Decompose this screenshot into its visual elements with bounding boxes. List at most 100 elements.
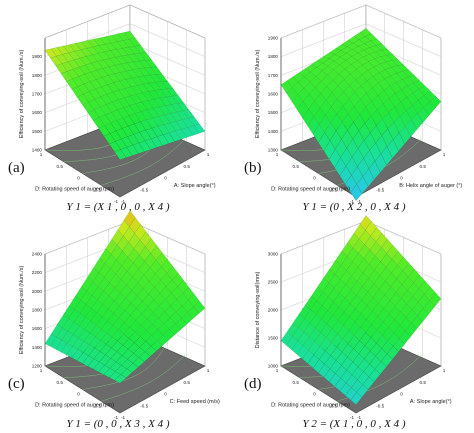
x-axis: -1 -0.5 0 0.5 1 A: Slope angle(°) (357, 368, 452, 420)
y-tick-label: -0.5 (329, 403, 337, 408)
y-tick-label: 1 (276, 368, 279, 373)
y-tick-label: 0 (313, 392, 316, 397)
y-tick-label: 0.5 (57, 380, 64, 385)
panel-label: (c) (8, 376, 25, 392)
y-tick-label: 1 (276, 152, 279, 157)
x-axis-label: A: Slope angle(°) (410, 399, 452, 405)
floor-contour (82, 342, 168, 390)
x-axis-label: C: Feed speed (m/s) (170, 399, 220, 405)
floor-contour (101, 138, 187, 186)
z-tick-label: 1400 (32, 345, 43, 350)
x-tick-label: 0 (400, 392, 403, 397)
z-tick-label: 2200 (32, 270, 43, 275)
x-tick-label: 1 (443, 152, 446, 157)
x-tick-label: -0.5 (140, 403, 148, 408)
surface (44, 30, 206, 160)
z-tick-label: 1600 (268, 92, 279, 97)
y-tick-label: -0.5 (329, 187, 337, 192)
panel-label: (d) (244, 376, 262, 392)
y-axis-label: D: Rotating speed of auger(rpm) (271, 403, 350, 409)
z-tick-label: 2500 (268, 280, 279, 285)
z-tick-label: 1900 (268, 36, 279, 41)
z-tick-label: 1600 (32, 110, 43, 115)
x-tick-label: 0 (164, 392, 167, 397)
surface-facet (114, 149, 127, 160)
z-axis-label: Efficiency of conveying-soil (Num./s) (255, 50, 261, 139)
x-tick-label: -1 (357, 415, 362, 420)
z-axis-label: Efficiency of conveying-soil (Num./s) (19, 50, 25, 139)
surface (280, 28, 442, 201)
y-axis: 1 0.5 0 -0.5 -1 D: Rotating speed of auger(rp… (271, 368, 354, 420)
x-axis: -1 -0.5 0 0.5 1 B: Helix angle of auger (°) (357, 152, 462, 204)
panel-caption: Y 1 = (0 , X 2 , 0 , X 4 ) (302, 201, 405, 213)
x-axis: -1 -0.5 0 0.5 1 A: Slope angle(°) (121, 152, 216, 204)
y-tick-label: 0 (77, 176, 80, 181)
surface-panel: 1000 1500 2000 2500 3000 Distance of conveyin… (244, 215, 452, 430)
y-tick-label: -1 (114, 199, 119, 204)
x-tick-label: -1 (357, 199, 362, 204)
z-axis: 1300 1400 1500 1600 1700 1800 1900 Efficiency o… (255, 36, 282, 153)
z-tick-label: 1500 (32, 129, 43, 134)
y-axis: 1 0.5 0 -0.5 -1 D: Rotating speed of auger(rp… (35, 152, 118, 204)
z-axis-label: Distance of conveying-soil(mm) (255, 271, 261, 348)
z-tick-label: 2000 (32, 289, 43, 294)
z-tick-label: 2400 (32, 252, 43, 257)
y-tick-label: -1 (350, 199, 355, 204)
z-tick-label: 3000 (268, 252, 279, 257)
z-tick-label: 1400 (268, 129, 279, 134)
y-axis-label: D: Rotating speed of auger(rpm) (35, 187, 114, 193)
z-tick-label: 1500 (268, 336, 279, 341)
floor-contour (101, 354, 187, 402)
y-tick-label: -1 (114, 415, 119, 420)
y-tick-label: 1 (40, 152, 43, 157)
x-tick-label: 0 (400, 176, 403, 181)
y-tick-label: 0.5 (57, 164, 64, 169)
x-tick-label: 1 (207, 368, 210, 373)
y-axis-label: D: Rotating speed of auger(rpm) (35, 403, 114, 409)
panel-caption: Y 1 = (0 , 0 , X 3 , X 4 ) (66, 418, 169, 430)
x-axis: -1 -0.5 0 0.5 1 C: Feed speed (m/s) (121, 368, 220, 420)
surface-panel: 1200 1400 1600 1800 2000 2200 2400 Efficiency o… (8, 210, 220, 430)
x-tick-label: -1 (121, 199, 126, 204)
x-axis-label: B: Helix angle of auger (°) (399, 183, 462, 189)
y-axis: 1 0.5 0 -0.5 -1 D: Rotating speed of auger(rp… (35, 368, 118, 420)
y-tick-label: -0.5 (93, 403, 101, 408)
x-tick-label: -0.5 (376, 187, 384, 192)
z-tick-label: 1800 (32, 308, 43, 313)
x-axis-label: A: Slope angle(°) (174, 183, 216, 189)
x-tick-label: 0.5 (420, 380, 427, 385)
x-tick-label: -1 (121, 415, 126, 420)
z-tick-label: 2000 (268, 308, 279, 313)
y-axis-label: D: Rotating speed of auger(rpm) (271, 187, 350, 193)
z-tick-label: 1700 (268, 73, 279, 78)
x-tick-label: 0.5 (184, 164, 191, 169)
z-tick-label: 1800 (32, 73, 43, 78)
panel-caption: Y 1 = (X 1 , 0 , 0 , X 4 ) (66, 201, 169, 213)
z-axis: 1200 1400 1600 1800 2000 2200 2400 Efficiency o… (19, 252, 46, 369)
x-tick-label: 0.5 (420, 164, 427, 169)
x-tick-label: -0.5 (140, 187, 148, 192)
x-tick-label: 1 (443, 368, 446, 373)
panel-label: (a) (8, 160, 25, 176)
y-tick-label: 0 (313, 176, 316, 181)
z-axis-label: Efficiency of conveying-soil (Num./s) (19, 266, 25, 355)
y-tick-label: 1 (40, 368, 43, 373)
y-tick-label: -0.5 (93, 187, 101, 192)
surface-facet (114, 374, 127, 384)
surface-facet (350, 184, 363, 201)
z-gridline (280, 23, 442, 57)
z-tick-label: 1600 (32, 326, 43, 331)
y-tick-label: 0.5 (293, 380, 300, 385)
surface (280, 215, 442, 405)
x-tick-label: -0.5 (376, 403, 384, 408)
z-axis: 1400 1500 1600 1700 1800 1900 Efficiency of co… (19, 38, 46, 153)
y-tick-label: 0.5 (293, 164, 300, 169)
z-tick-label: 1400 (32, 148, 43, 153)
z-tick-label: 1900 (32, 54, 43, 59)
z-tick-label: 1500 (268, 110, 279, 115)
z-tick-label: 1000 (268, 364, 279, 369)
z-tick-label: 1200 (32, 364, 43, 369)
panel-label: (b) (244, 160, 262, 176)
z-tick-label: 1700 (32, 92, 43, 97)
